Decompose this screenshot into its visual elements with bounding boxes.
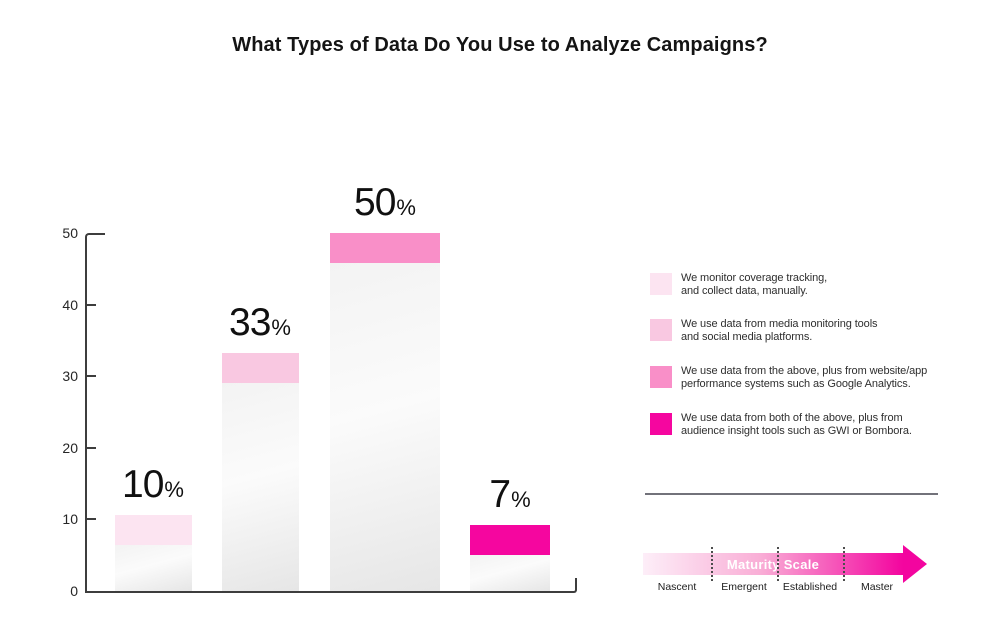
maturity-arrow-body: Maturity Scale [643, 553, 903, 575]
bar-body [330, 263, 440, 591]
bar-value-number: 10 [122, 463, 164, 507]
bar [470, 525, 550, 591]
y-tick-label: 10 [62, 511, 78, 528]
y-tick-label: 50 [62, 225, 78, 241]
y-tick [85, 446, 96, 449]
legend-swatch [650, 319, 672, 341]
legend-text-line: and collect data, manually. [681, 284, 808, 297]
legend-text-line: We monitor coverage tracking, [681, 272, 828, 284]
maturity-arrow-head [903, 545, 927, 583]
bar-value-label: 50% [354, 181, 416, 225]
bar-body [470, 555, 550, 591]
y-tick-label: 20 [62, 439, 78, 456]
maturity-divider [711, 547, 713, 581]
legend-item: We use data from media monitoring tools … [650, 318, 950, 343]
maturity-stage-label: Established [782, 581, 838, 593]
page-title: What Types of Data Do You Use to Analyze… [232, 34, 768, 56]
bar-cap [114, 515, 192, 546]
bar-cap [221, 353, 299, 384]
separator-line [645, 493, 938, 495]
legend-swatch [650, 413, 672, 435]
y-axis [85, 233, 105, 593]
bar-value-number: 50 [354, 181, 396, 224]
bar-value-percent-sign: % [511, 487, 531, 513]
legend-text-line: audience insight tools such as GWI or Bo… [681, 424, 912, 437]
bar-value-label: 33% [229, 301, 291, 345]
y-tick-label: 30 [62, 368, 78, 385]
legend-item: We monitor coverage tracking, and collec… [650, 272, 950, 297]
bar-value-label: 7% [489, 473, 530, 517]
legend-item-text: We use data from both of the above, plus… [681, 412, 912, 437]
y-tick-label: 40 [62, 296, 78, 313]
bar-body [114, 545, 192, 591]
bar-cap [470, 525, 550, 556]
legend-item: We use data from both of the above, plus… [650, 412, 950, 437]
y-tick-label: 0 [70, 583, 78, 599]
legend-item: We use data from the above, plus from we… [650, 365, 950, 390]
legend-item-text: We monitor coverage tracking, and collec… [681, 272, 827, 297]
bar-cap [330, 233, 440, 263]
maturity-scale-label: Maturity Scale [726, 556, 820, 572]
bar [221, 353, 299, 591]
bar-value-percent-sign: % [396, 195, 416, 220]
maturity-divider [777, 547, 779, 581]
bar-value-number: 7 [489, 473, 511, 517]
legend-swatch [650, 273, 672, 295]
y-tick [85, 303, 96, 306]
maturity-stage-label: Nascent [657, 581, 697, 593]
legend-text-line: We use data from media monitoring tools [681, 318, 878, 330]
bar-body [221, 383, 299, 591]
bar-value-percent-sign: % [164, 477, 184, 503]
bar-value-number: 33 [229, 301, 271, 345]
bar-value-label: 10% [122, 463, 184, 507]
legend-swatch [650, 366, 672, 388]
legend-item-text: We use data from media monitoring tools … [681, 318, 878, 343]
y-tick [85, 518, 96, 521]
legend-text-line: We use data from both of the above, plus… [681, 412, 903, 424]
legend-text-line: and social media platforms. [681, 330, 813, 343]
legend-text-line: We use data from the above, plus from we… [681, 365, 928, 377]
bar-value-percent-sign: % [271, 315, 291, 341]
bar [330, 233, 440, 591]
legend-text-line: performance systems such as Google Analy… [681, 377, 911, 390]
y-tick [85, 375, 96, 378]
legend-item-text: We use data from the above, plus from we… [681, 365, 927, 390]
bar [114, 515, 192, 591]
maturity-divider [843, 547, 845, 581]
x-axis [85, 578, 577, 593]
maturity-stage-label: Master [860, 581, 894, 593]
maturity-stage-label: Emergent [721, 581, 767, 593]
